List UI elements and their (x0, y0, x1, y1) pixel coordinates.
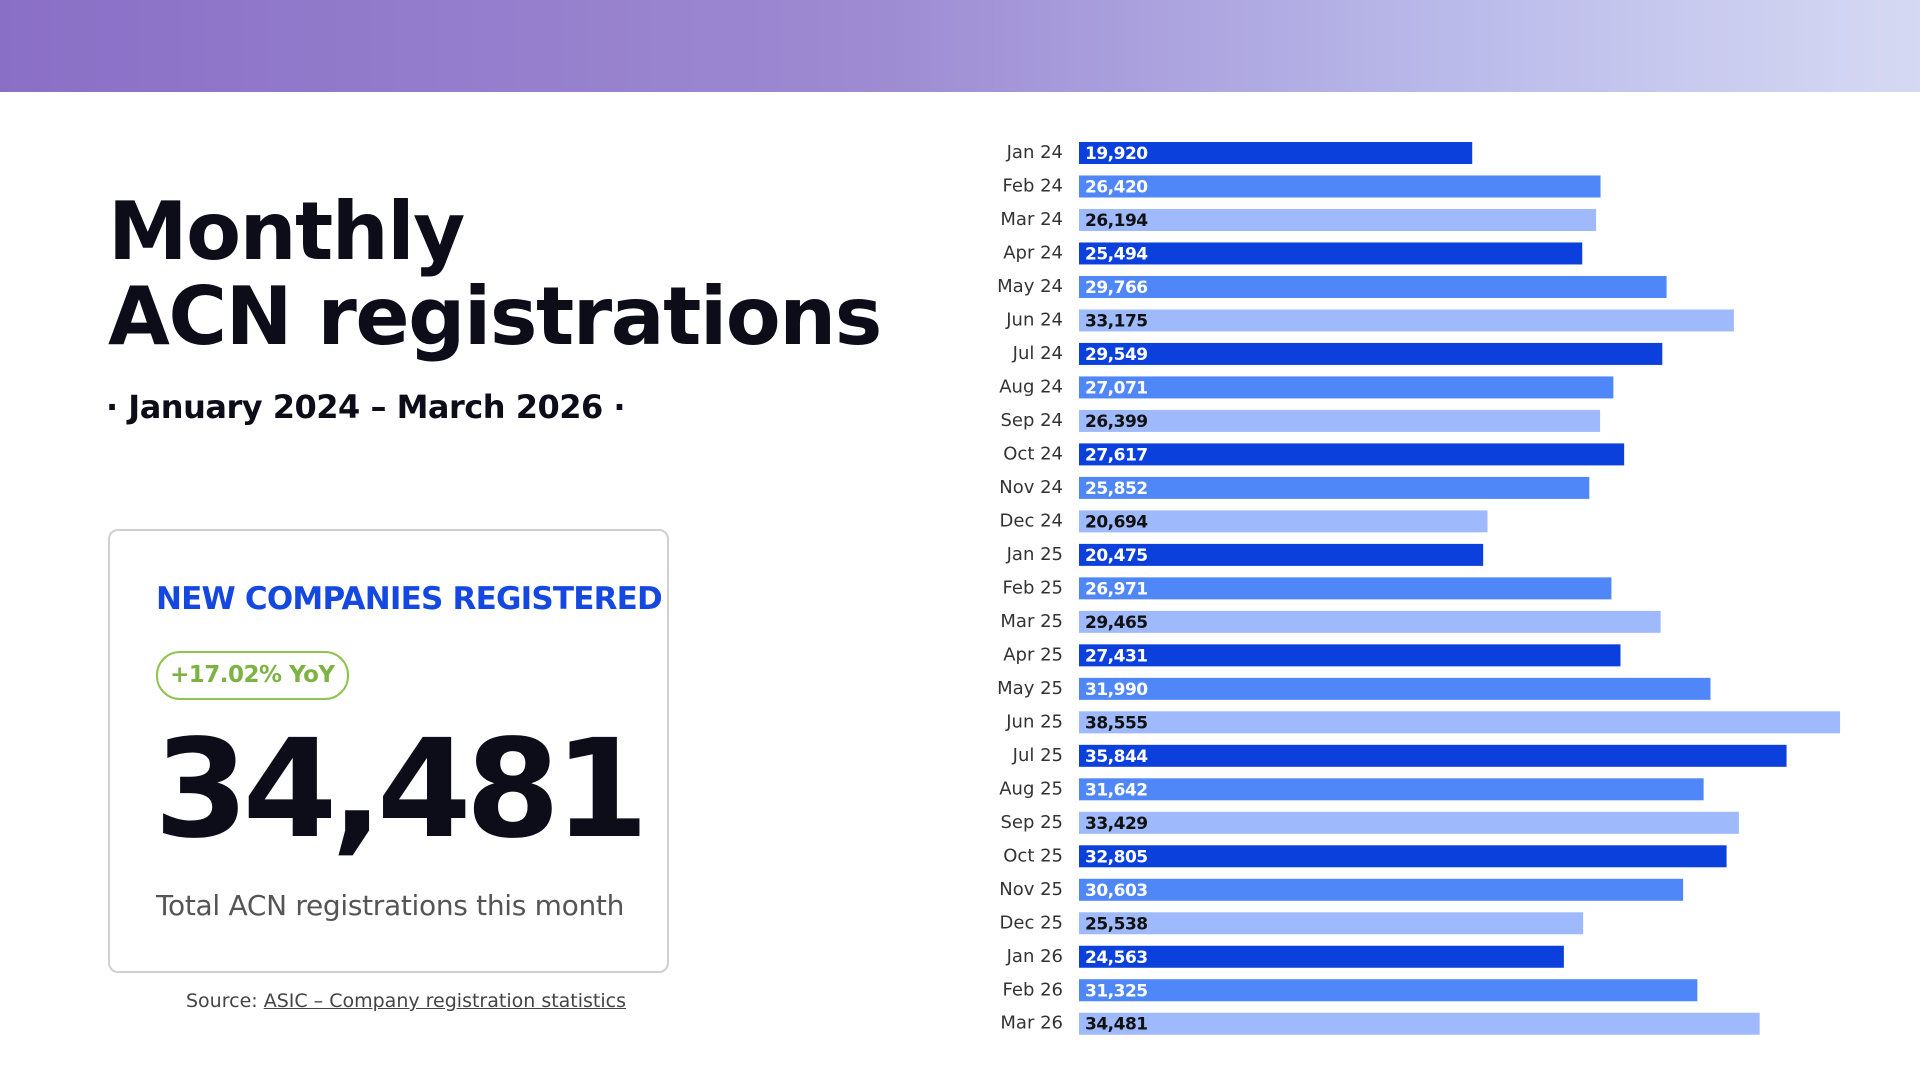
badge: +17.02% YoY (156, 651, 349, 700)
value-label: 29,766 (1085, 278, 1148, 298)
value-label: 30,603 (1085, 881, 1148, 901)
category-label: Oct 25 (1003, 845, 1063, 866)
value-label: 26,420 (1085, 177, 1148, 197)
bar (1079, 577, 1612, 600)
category-label: Dec 25 (1000, 912, 1063, 933)
bar (1079, 342, 1663, 365)
bar (1079, 778, 1704, 801)
bar (1079, 242, 1583, 265)
card-label: NEW COMPANIES REGISTERED (156, 581, 663, 617)
bar (1079, 644, 1621, 667)
category-label: Apr 25 (1003, 644, 1063, 665)
value-label: 26,399 (1085, 412, 1148, 432)
category-label: Jan 25 (1006, 544, 1063, 565)
category-label: Jul 25 (1012, 745, 1063, 766)
source-link[interactable]: ASIC – Company registration statistics (263, 990, 627, 1012)
source-prefix: Source: (186, 990, 258, 1012)
category-label: Nov 25 (999, 879, 1063, 900)
category-label: Mar 26 (1000, 1013, 1063, 1034)
category-label: Jul 24 (1012, 343, 1063, 364)
bar (1079, 376, 1614, 399)
category-label: Jan 26 (1006, 946, 1063, 967)
value-label: 33,429 (1085, 814, 1148, 834)
bar (1079, 610, 1661, 633)
bar (1079, 711, 1841, 734)
bar (1079, 677, 1711, 700)
value-label: 31,990 (1085, 680, 1148, 700)
value-label: 24,563 (1085, 948, 1148, 968)
bar (1079, 309, 1734, 332)
category-label: Dec 24 (1000, 510, 1063, 531)
category-label: Jan 24 (1006, 142, 1063, 163)
value-label: 25,852 (1085, 479, 1148, 499)
category-label: Sep 24 (1000, 410, 1063, 431)
value-label: 27,071 (1085, 378, 1148, 398)
value-label: 25,494 (1085, 244, 1148, 264)
title: ACN registrations (108, 270, 882, 363)
category-label: May 25 (997, 678, 1063, 699)
bar (1079, 275, 1667, 298)
category-label: May 24 (997, 276, 1063, 297)
category-label: Jun 25 (1005, 711, 1063, 732)
bar (1079, 510, 1488, 533)
subtitle: · January 2024 – March 2026 · (106, 388, 626, 426)
stat-card: NEW COMPANIES REGISTERED +17.02% YoY 34,… (108, 529, 669, 973)
bar (1079, 409, 1601, 432)
value-label: 27,431 (1085, 646, 1148, 666)
header-band (0, 0, 1920, 92)
category-label: Oct 24 (1003, 443, 1063, 464)
category-label: Nov 24 (999, 477, 1063, 498)
value-label: 29,549 (1085, 345, 1148, 365)
source: Source: ASIC – Company registration stat… (186, 990, 626, 1012)
value-label: 25,538 (1085, 914, 1148, 934)
category-label: Mar 25 (1000, 611, 1063, 632)
value-label: 31,642 (1085, 780, 1148, 800)
title: Monthly (108, 185, 465, 278)
category-label: Feb 24 (1003, 175, 1064, 196)
bar (1079, 476, 1590, 499)
caption: Total ACN registrations this month (156, 889, 625, 922)
bar (1079, 979, 1698, 1002)
value-label: 31,325 (1085, 981, 1148, 1001)
bar (1079, 878, 1684, 901)
bar (1079, 443, 1625, 466)
category-label: Aug 25 (999, 778, 1063, 799)
bar (1079, 142, 1473, 164)
bar (1079, 912, 1584, 935)
bar (1079, 945, 1564, 968)
category-label: Aug 24 (999, 376, 1063, 397)
bar (1079, 845, 1727, 868)
value-label: 32,805 (1085, 847, 1148, 867)
value-label: 19,920 (1085, 144, 1148, 164)
category-label: Sep 25 (1000, 812, 1063, 833)
value-label: 20,694 (1085, 512, 1148, 532)
big-number: 34,481 (154, 711, 649, 869)
bar (1079, 1012, 1760, 1035)
value-label: 29,465 (1085, 613, 1148, 633)
value-label: 27,617 (1085, 445, 1148, 465)
category-label: Apr 24 (1003, 242, 1063, 263)
bar (1079, 811, 1739, 834)
bar (1079, 175, 1601, 198)
bar (1079, 744, 1787, 767)
category-label: Mar 24 (1000, 209, 1063, 230)
value-label: 26,971 (1085, 579, 1148, 599)
value-label: 26,194 (1085, 211, 1148, 231)
chart: Jan 24 19,920 Feb 24 26,420 Mar 24 26,194 Apr … (997, 142, 1841, 1035)
category-label: Jun 24 (1005, 309, 1063, 330)
category-label: Feb 25 (1003, 577, 1064, 598)
bar (1079, 208, 1597, 231)
category-label: Feb 26 (1003, 979, 1064, 1000)
value-label: 35,844 (1085, 747, 1148, 767)
value-label: 34,481 (1085, 1015, 1148, 1035)
value-label: 20,475 (1085, 546, 1148, 566)
bar (1079, 543, 1484, 566)
value-label: 38,555 (1085, 713, 1148, 733)
value-label: 33,175 (1085, 311, 1148, 331)
